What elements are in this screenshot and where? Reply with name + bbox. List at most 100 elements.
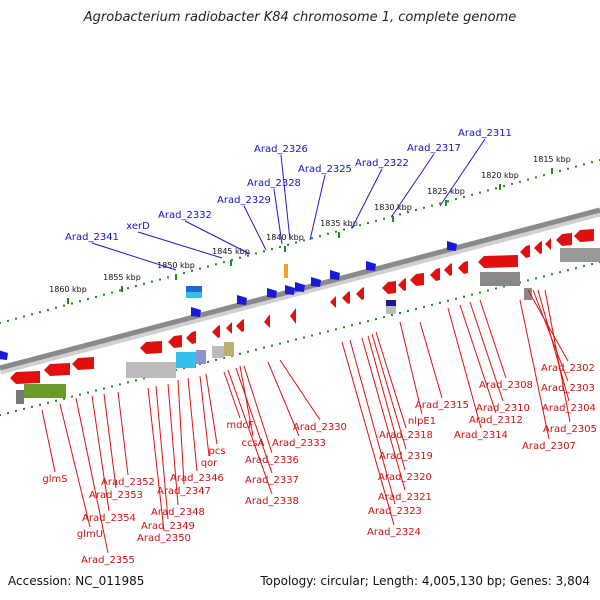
ruler-dot — [447, 200, 449, 203]
gene-label-forward: Arad_2326 — [254, 144, 308, 155]
gene-label-reverse: Arad_2320 — [378, 472, 432, 483]
ruler-dot — [47, 401, 49, 404]
leader-line — [439, 138, 486, 207]
ruler-dot — [111, 291, 113, 294]
leader-line — [419, 321, 443, 399]
ruler-dot — [183, 272, 185, 275]
reverse-gene — [212, 325, 220, 338]
ruler-dot — [487, 289, 489, 292]
ruler-dot — [567, 167, 569, 170]
gene-label-forward: Arad_2341 — [65, 232, 119, 243]
ruler-dot — [535, 277, 537, 280]
ruler-dot — [519, 180, 521, 183]
leader-line — [267, 361, 300, 437]
ruler-dot — [247, 350, 249, 353]
leader-line — [391, 153, 435, 217]
gene-label-reverse: Arad_2350 — [137, 533, 191, 544]
ruler-dot — [335, 230, 337, 233]
ruler-dot — [79, 300, 81, 303]
ruler-tick-label: 1860 kbp — [49, 285, 87, 294]
ruler-dot — [463, 295, 465, 298]
forward-gene — [366, 261, 376, 271]
gene-label-reverse: Arad_2314 — [454, 430, 508, 441]
ruler-dot — [479, 191, 481, 194]
gene-label-forward: Arad_2325 — [298, 164, 352, 175]
leader-line — [243, 205, 267, 251]
ruler-dot — [151, 280, 153, 283]
ruler-dot — [31, 313, 33, 316]
special-gene — [284, 264, 288, 278]
ruler-dot — [111, 385, 113, 388]
ruler-dot — [183, 367, 185, 370]
leader-line — [243, 365, 273, 454]
ruler-dot — [383, 316, 385, 319]
forward-gene — [330, 270, 340, 280]
forward-gene — [311, 277, 321, 287]
leader-line — [459, 304, 497, 414]
gene-label-reverse: Arad_2323 — [368, 506, 422, 517]
ruler-dot — [7, 411, 9, 414]
ruler-dot — [207, 265, 209, 268]
ruler-dot — [311, 334, 313, 337]
reverse-gene — [342, 291, 350, 304]
ruler-dot — [439, 301, 441, 304]
ruler-dot — [31, 405, 33, 408]
ruler-dot — [231, 258, 233, 261]
ruler-dot — [15, 317, 17, 320]
ruler-dot — [343, 228, 345, 231]
ruler-dot — [487, 189, 489, 192]
gene-label-reverse: ccsA — [241, 438, 264, 449]
reverse-gene — [534, 241, 542, 254]
reverse-gene — [168, 335, 182, 348]
leader-line — [537, 289, 570, 402]
ruler-dot — [351, 324, 353, 327]
ruler-dot — [135, 285, 137, 288]
ruler-dot — [407, 211, 409, 214]
ruler-dot — [127, 287, 129, 290]
leader-line — [544, 289, 571, 423]
ruler-dot — [527, 178, 529, 181]
ruler-dot — [503, 185, 505, 188]
reverse-gene — [10, 371, 40, 384]
gene-label-reverse: Arad_2349 — [141, 521, 195, 532]
ruler-dot — [223, 261, 225, 264]
leader-line — [117, 391, 129, 476]
gene-tile — [480, 272, 520, 286]
leader-line — [469, 301, 504, 402]
ruler-dot — [287, 243, 289, 246]
ruler-dot — [247, 254, 249, 257]
ruler-dot — [303, 336, 305, 339]
reverse-gene — [44, 363, 70, 376]
leader-line — [375, 331, 407, 429]
ruler-dot — [543, 275, 545, 278]
reverse-gene — [356, 287, 364, 300]
ruler-dot — [39, 311, 41, 314]
ruler-dot — [71, 302, 73, 305]
ruler-dot — [431, 204, 433, 207]
leader-line — [351, 168, 383, 229]
leader-line — [239, 365, 254, 437]
ruler-dot — [39, 403, 41, 406]
gene-label-reverse: pcs — [208, 446, 225, 457]
ruler-dot — [575, 165, 577, 168]
gene-tile — [186, 292, 202, 298]
gene-label-reverse: nlpE1 — [408, 416, 436, 427]
leader-line — [147, 387, 165, 532]
ruler-dot — [575, 267, 577, 270]
leader-line — [155, 385, 169, 520]
ruler-dot — [527, 279, 529, 282]
reverse-gene — [236, 319, 244, 332]
gene-label-reverse: Arad_2352 — [101, 477, 155, 488]
reverse-gene — [478, 255, 518, 268]
ruler-dot — [327, 330, 329, 333]
ruler-dot — [63, 397, 65, 400]
leader-line — [279, 359, 321, 421]
ruler-dot — [399, 312, 401, 314]
ruler-dot — [383, 217, 385, 220]
gene-label-reverse: Arad_2336 — [245, 455, 299, 466]
ruler-dot — [287, 340, 289, 343]
ruler-dot — [455, 198, 457, 201]
gene-label-reverse: Arad_2312 — [469, 415, 523, 426]
reverse-gene — [556, 233, 572, 246]
gene-label-reverse: Arad_2305 — [543, 424, 597, 435]
